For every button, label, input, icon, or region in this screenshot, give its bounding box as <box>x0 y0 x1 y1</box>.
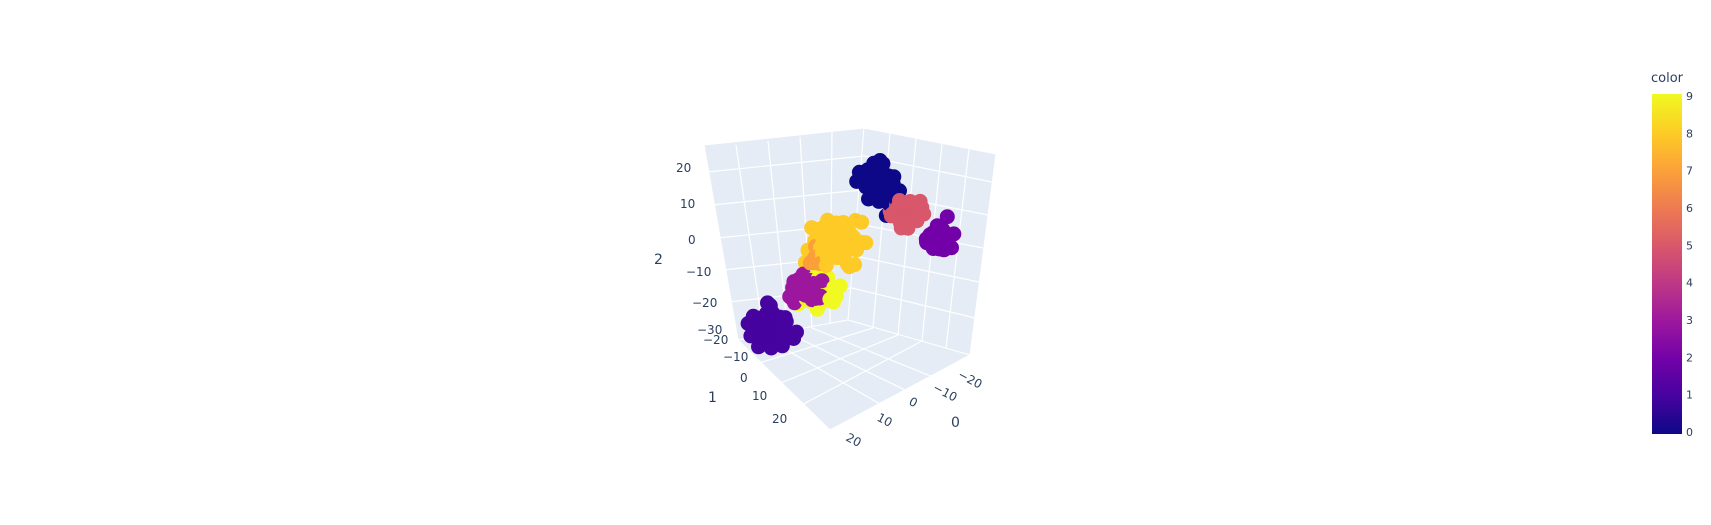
colorbar-tick-label: 7 <box>1686 165 1693 178</box>
colorbar-title: color <box>1651 71 1684 86</box>
scatter-points <box>740 153 962 356</box>
scatter-point <box>835 215 851 230</box>
scatter-point <box>847 257 862 273</box>
colorbar-gradient <box>1652 94 1682 434</box>
x-tick-label: 10 <box>875 410 895 430</box>
scatter-point <box>814 273 830 289</box>
scatter-point <box>944 240 959 256</box>
scatter-point <box>946 226 962 242</box>
colorbar-tick-label: 0 <box>1686 426 1693 439</box>
scatter-point <box>858 235 874 251</box>
colorbar-tick-label: 9 <box>1686 90 1693 103</box>
colorbar: color 9 8 7 6 5 4 3 2 1 0 <box>1651 71 1693 439</box>
z-tick-label: −30 <box>697 323 722 337</box>
x-axis-title: 0 <box>951 415 960 431</box>
scatter-point <box>875 156 891 172</box>
scatter-point <box>939 209 955 225</box>
colorbar-tick-label: 5 <box>1686 239 1693 252</box>
z-tick-label: −20 <box>692 296 717 310</box>
y-tick-label: 0 <box>740 371 748 385</box>
scatter-point <box>832 278 848 294</box>
z-tick-label: 10 <box>680 197 695 211</box>
colorbar-tick-label: 6 <box>1686 202 1693 215</box>
z-axis-title: 2 <box>654 252 663 268</box>
y-axis: −20 −10 0 10 20 1 <box>703 333 787 426</box>
x-tick-label: −20 <box>956 367 985 391</box>
y-axis-title: 1 <box>708 390 717 406</box>
y-tick-label: −10 <box>723 350 748 364</box>
scatter-point <box>789 324 804 340</box>
scatter-point <box>886 169 902 185</box>
x-tick-label: −10 <box>931 380 960 404</box>
scene-panes <box>703 127 997 431</box>
colorbar-tick-label: 4 <box>1686 277 1693 290</box>
z-tick-label: 0 <box>688 233 696 247</box>
z-tick-label: −10 <box>686 265 711 279</box>
z-tick-label: 20 <box>676 161 691 175</box>
scatter-point <box>854 214 870 230</box>
scatter-point <box>778 314 794 329</box>
colorbar-tick-label: 1 <box>1686 389 1693 402</box>
x-tick-label: 0 <box>907 394 920 410</box>
z-axis: 20 10 0 −10 −20 −30 2 <box>654 161 722 337</box>
grid-lines <box>706 131 993 408</box>
colorbar-tick-label: 8 <box>1686 127 1693 140</box>
colorbar-tick-label: 3 <box>1686 314 1693 327</box>
colorbar-ticks: 9 8 7 6 5 4 3 2 1 0 <box>1686 90 1693 439</box>
y-tick-label: 20 <box>772 412 787 426</box>
y-tick-label: −20 <box>703 333 728 347</box>
y-tick-label: 10 <box>752 389 767 403</box>
scatter-point <box>916 206 932 222</box>
x-tick-label: 20 <box>844 430 864 450</box>
colorbar-tick-label: 2 <box>1686 351 1693 364</box>
